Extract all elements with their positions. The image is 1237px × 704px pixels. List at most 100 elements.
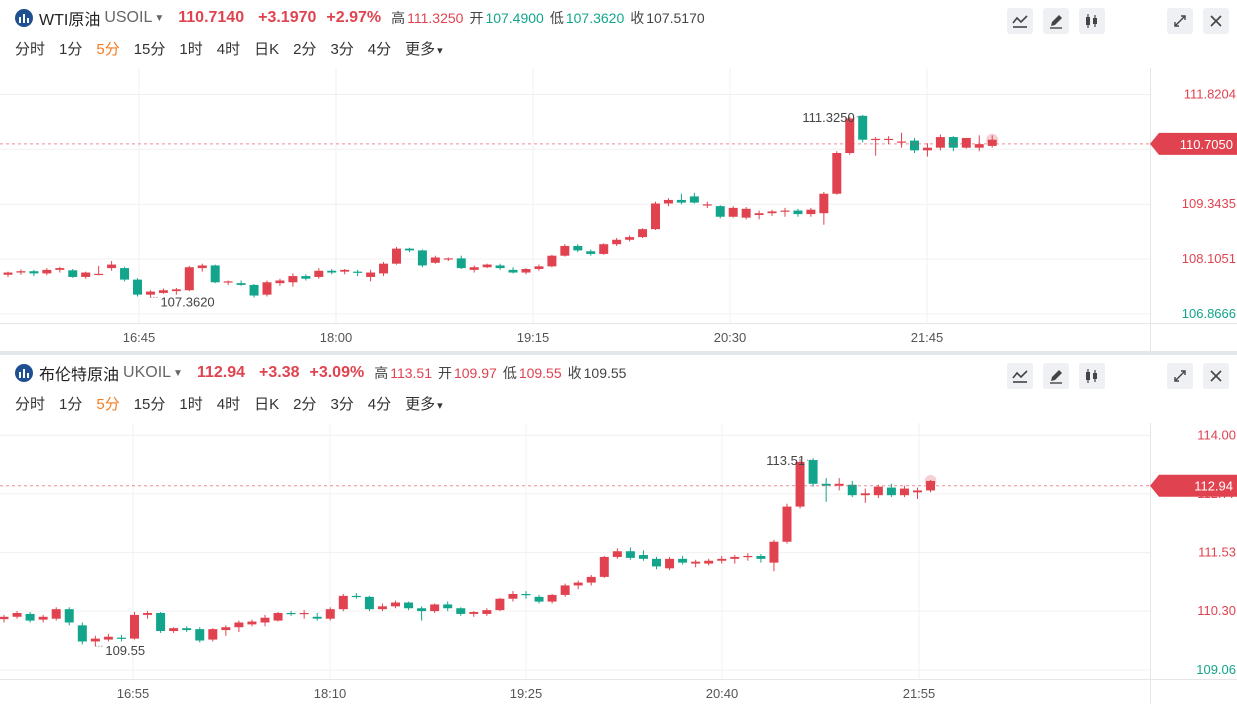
instrument-symbol[interactable]: UKOIL (123, 364, 172, 381)
draw-icon[interactable] (1043, 8, 1069, 34)
candle-body (935, 137, 945, 148)
tab-timeframe[interactable]: 3分 (330, 396, 354, 413)
tab-timeframe[interactable]: 1分 (59, 41, 83, 58)
candle-body (573, 245, 583, 251)
candle-body (987, 139, 997, 146)
tab-timeframe[interactable]: 15分 (133, 396, 166, 413)
tab-timeframe-active[interactable]: 5分 (96, 41, 120, 58)
candle-body (717, 558, 727, 561)
candle-body (469, 612, 479, 614)
candle-body (886, 487, 896, 496)
candle-body (130, 614, 139, 639)
candle-body (16, 271, 26, 273)
candle-body (625, 237, 635, 240)
candle-body (443, 604, 453, 609)
candle-body (678, 558, 688, 563)
candle-body (832, 153, 842, 194)
stat-close-label: 收 (630, 10, 645, 26)
x-tick-label: 16:45 (123, 330, 156, 345)
symbol-dropdown-icon[interactable]: ▼ (154, 12, 165, 24)
candle-body (156, 612, 166, 632)
candlestick-chart-usoil[interactable]: 111.8204110.5819109.3435108.1051106.8666… (0, 68, 1237, 351)
candle-body (560, 245, 570, 256)
tab-timeframe[interactable]: 2分 (293, 41, 317, 58)
candle-body (871, 138, 881, 141)
candle-body (64, 609, 74, 623)
candle-body (704, 560, 714, 564)
tab-timeframe[interactable]: 3分 (330, 41, 354, 58)
instrument-symbol[interactable]: USOIL (104, 9, 153, 26)
tab-timeframe[interactable]: 4时 (216, 396, 241, 413)
candle-body (3, 272, 13, 275)
candle-body (38, 616, 48, 620)
tab-more[interactable]: 更多 (405, 393, 443, 417)
indicator-icon[interactable] (1007, 8, 1033, 34)
candle-body (338, 595, 348, 610)
panel-divider[interactable] (0, 351, 1237, 355)
tab-timeframe[interactable]: 日K (254, 396, 280, 413)
candle-body (482, 264, 492, 268)
instrument-name: WTI原油 (39, 12, 101, 29)
candle-body (638, 555, 648, 559)
draw-icon[interactable] (1043, 363, 1069, 389)
y-tick-label: 111.53 (1198, 545, 1236, 560)
last-price-pulse (986, 133, 999, 146)
tab-timeframe[interactable]: 4分 (367, 41, 392, 58)
tab-timeframe[interactable]: 2分 (293, 396, 317, 413)
candle-body (0, 616, 9, 620)
quote-header: 布伦特原油 UKOIL ▼ 112.94 +3.38 +3.09% 高 113.… (0, 355, 1237, 391)
tab-timeframe[interactable]: 1分 (59, 396, 83, 413)
candle-body (366, 272, 376, 277)
candle-body (795, 461, 805, 507)
tab-timeframe[interactable]: 日K (254, 41, 280, 58)
stat-low-label: 低 (502, 365, 517, 381)
y-tick-label: 111.8204 (1184, 87, 1236, 102)
tab-timeframe[interactable]: 15分 (133, 41, 166, 58)
y-tick-label: 109.06 (1196, 662, 1236, 677)
candle-body (103, 636, 113, 640)
tab-timeframe[interactable]: 1时 (179, 41, 203, 58)
last-price-tag-label: 110.7050 (1180, 137, 1233, 152)
last-price-pulse (924, 474, 937, 487)
tab-timeframe[interactable]: 分时 (15, 396, 46, 413)
indicator-icon[interactable] (1007, 363, 1033, 389)
candle-body (922, 147, 932, 151)
expand-icon[interactable] (1167, 363, 1193, 389)
candle-body (586, 251, 596, 254)
candle-body (430, 257, 440, 263)
candle-body (599, 244, 609, 254)
candle-body (443, 258, 453, 260)
tab-timeframe-active[interactable]: 5分 (96, 396, 120, 413)
tab-timeframe[interactable]: 1时 (179, 396, 203, 413)
symbol-dropdown-icon[interactable]: ▼ (173, 367, 183, 379)
candle-body (948, 137, 958, 148)
close-icon[interactable] (1203, 8, 1229, 34)
close-icon[interactable] (1203, 363, 1229, 389)
tab-timeframe[interactable]: 分时 (15, 41, 46, 58)
instrument-name: 布伦特原油 (39, 367, 120, 384)
candle-body (94, 273, 104, 276)
tab-more[interactable]: 更多 (405, 38, 443, 62)
candle-type-icon[interactable] (1079, 363, 1105, 389)
stat-high-value: 113.51 (390, 365, 432, 381)
tab-timeframe[interactable]: 4时 (216, 41, 241, 58)
candle-body (834, 483, 844, 486)
candle-body (169, 628, 179, 632)
candle-body (42, 269, 52, 274)
candle-body (325, 609, 335, 619)
candle-body (301, 276, 311, 279)
candle-body (210, 265, 220, 283)
expand-icon[interactable] (1167, 8, 1193, 34)
candle-body (612, 239, 622, 245)
candle-body (961, 137, 971, 148)
candle-body (430, 604, 440, 612)
candle-body (55, 268, 65, 270)
candle-body (858, 115, 868, 140)
chart-logo-icon (15, 9, 33, 27)
candle-body (586, 576, 596, 583)
tab-timeframe[interactable]: 4分 (367, 396, 392, 413)
candle-body (469, 267, 479, 270)
candle-type-icon[interactable] (1079, 8, 1105, 34)
candle-body (377, 606, 387, 610)
candlestick-chart-ukoil[interactable]: 114.00112.77111.53110.30109.0616:5518:10… (0, 423, 1237, 704)
